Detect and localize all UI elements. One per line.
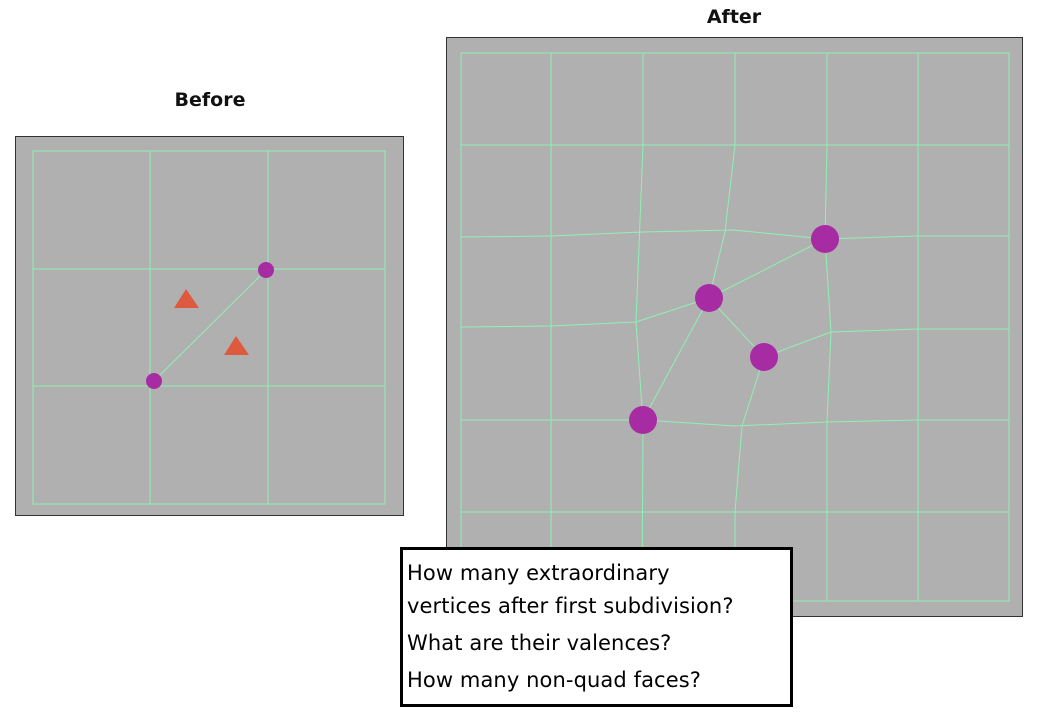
after-mesh-diagram (446, 37, 1023, 617)
after-grid-line (708, 53, 736, 299)
before-diagonal-edge (153, 269, 267, 382)
before-vertex (258, 262, 274, 278)
question-text: How many non-quad faces? (407, 668, 702, 692)
after-diagonal-edge (642, 297, 710, 421)
question-text: What are their valences? (407, 631, 672, 655)
question-text: How many extraordinary vertices after fi… (407, 561, 734, 618)
after-grid-line (460, 229, 1009, 240)
after-title: After (706, 6, 762, 28)
triangle-face-marker (174, 289, 199, 308)
before-grid (32, 150, 386, 505)
before-title: Before (174, 89, 246, 111)
question-box: How many extraordinary vertices after fi… (400, 547, 793, 707)
after-grid-line (460, 297, 710, 328)
after-diagonal-edge (708, 238, 826, 299)
after-vertex (750, 343, 778, 371)
after-vertex (811, 225, 839, 253)
before-mesh-diagram (15, 136, 404, 516)
before-vertex (146, 373, 162, 389)
triangle-face-marker (224, 336, 249, 355)
after-grid-line (763, 328, 1009, 358)
after-vertex (695, 284, 723, 312)
after-grid-line (461, 419, 1009, 427)
before-grid-boundary (32, 150, 386, 505)
after-vertex (629, 406, 657, 434)
